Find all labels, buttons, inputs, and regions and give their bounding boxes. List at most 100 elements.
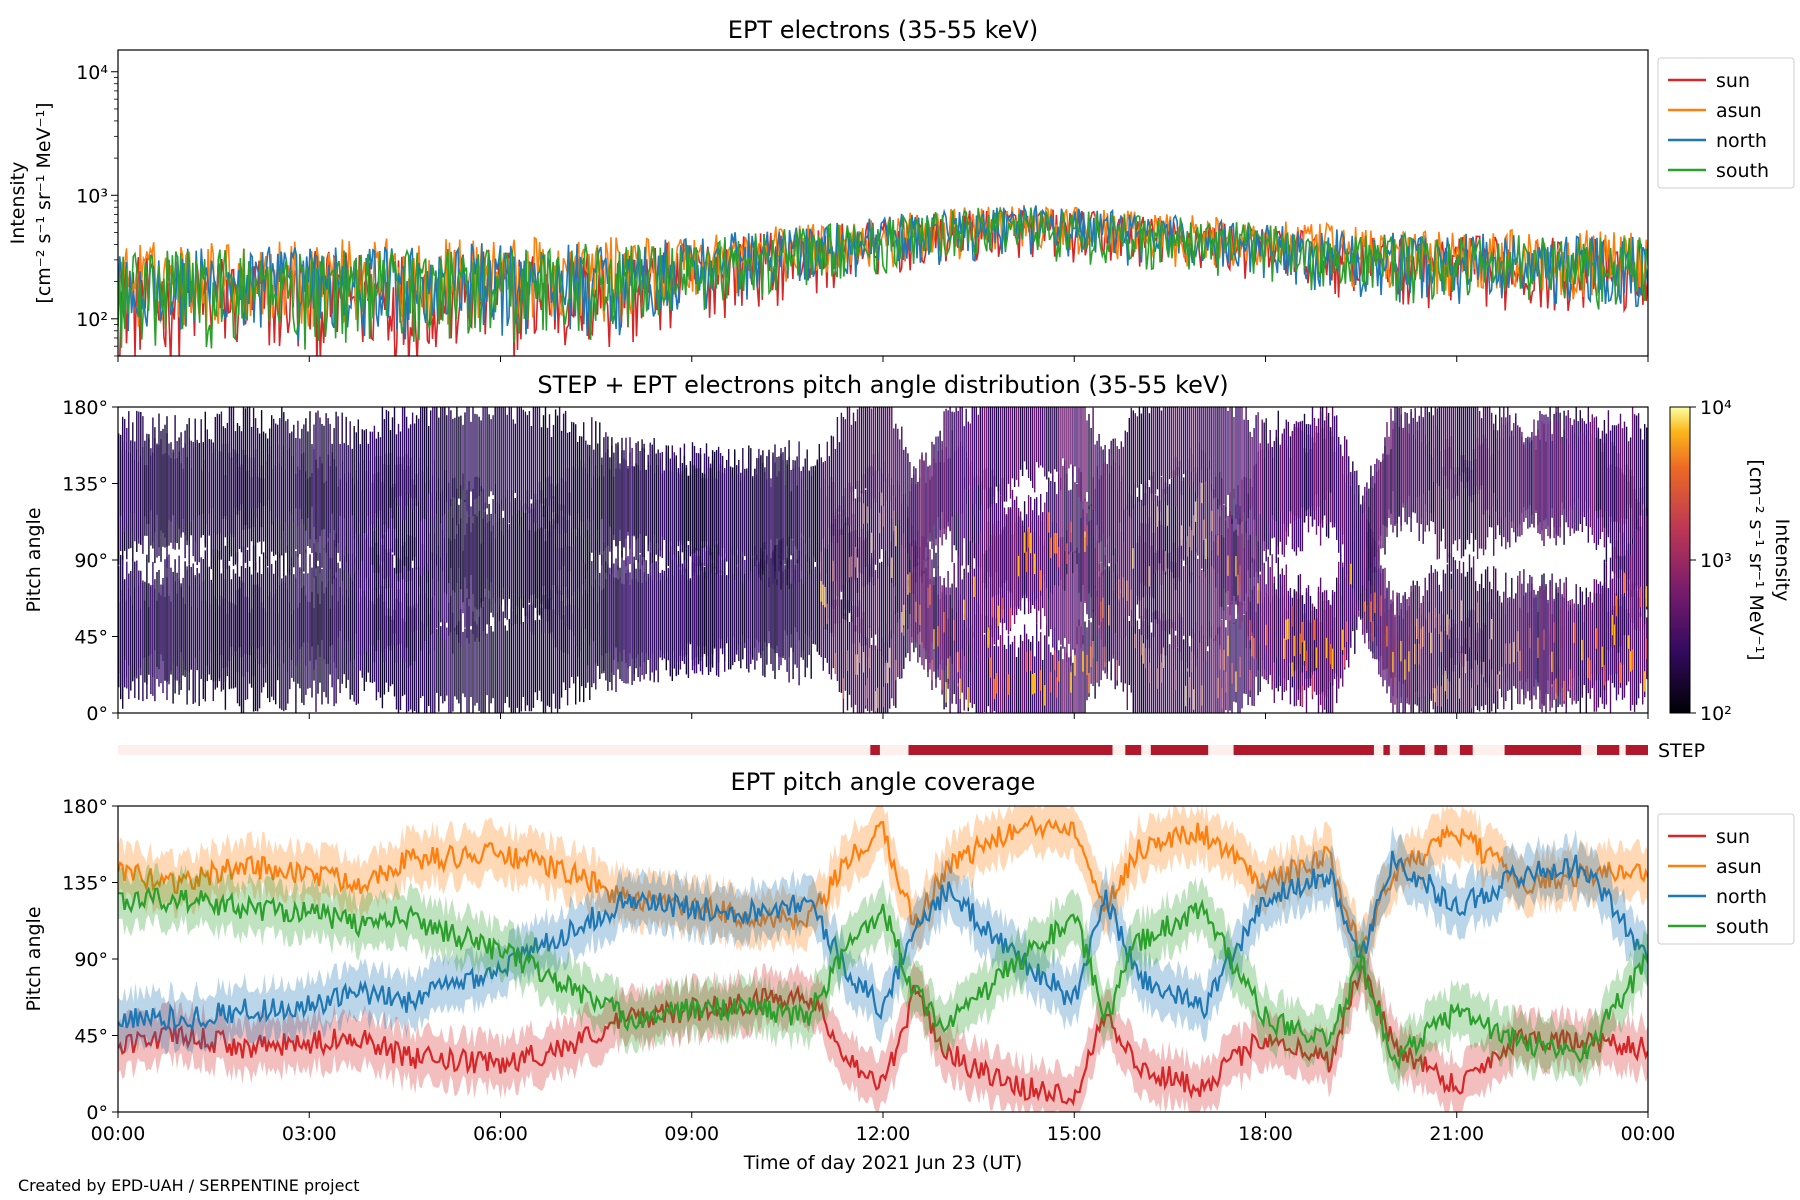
- heatmap-cell: [1154, 407, 1157, 495]
- heatmap-cell: [413, 484, 416, 557]
- heatmap-cell: [1424, 577, 1426, 696]
- heatmap-cell: [575, 536, 577, 647]
- heatmap-cell: [544, 592, 547, 713]
- heatmap-cell: [754, 545, 756, 670]
- heatmap-cell: [1011, 407, 1014, 479]
- heatmap-cell: [552, 609, 555, 694]
- heatmap-cell: [283, 554, 285, 664]
- heatmap-cell: [474, 621, 476, 706]
- heatmap-cell: [454, 417, 456, 499]
- heatmap-cell: [967, 421, 969, 490]
- heatmap-cell: [1249, 619, 1251, 641]
- heatmap-cell: [858, 497, 861, 573]
- heatmap-cell: [758, 563, 760, 653]
- heatmap-cell: [464, 535, 466, 628]
- heatmap-cell: [341, 549, 343, 649]
- heatmap-cell: [1317, 418, 1320, 507]
- heatmap-cell: [1537, 429, 1539, 534]
- heatmap-cell: [1384, 598, 1386, 670]
- heatmap-cell: [1072, 464, 1074, 574]
- heatmap-cell: [1462, 561, 1465, 667]
- heatmap-cell: [742, 448, 744, 584]
- heatmap-cell: [405, 416, 408, 506]
- heatmap-cell: [1025, 551, 1028, 573]
- coverage-line-asun: [118, 814, 1648, 959]
- heatmap-cell: [866, 502, 869, 524]
- heatmap-cell: [474, 413, 476, 500]
- coverage-plot-area: [118, 806, 1648, 1112]
- heatmap-cell: [1015, 522, 1018, 606]
- heatmap-cell: [540, 607, 543, 702]
- heatmap-cell: [1019, 511, 1022, 611]
- heatmap-cell: [403, 541, 406, 663]
- heatmap-cell: [482, 407, 484, 510]
- heatmap-cell: [868, 625, 871, 713]
- heatmap-cell: [762, 542, 764, 676]
- heatmap-cell: [627, 569, 629, 669]
- heatmap-cell: [858, 537, 861, 634]
- heatmap-cell: [1380, 565, 1382, 677]
- heatmap-cell: [566, 520, 569, 654]
- heatmap-cell: [1152, 472, 1155, 599]
- heatmap-cell: [613, 563, 615, 660]
- heatmap-cell: [609, 567, 611, 652]
- heatmap-cell: [1193, 515, 1195, 536]
- heatmap-cell: [967, 687, 969, 708]
- heatmap-cell: [293, 610, 295, 682]
- heatmap-cell: [1579, 431, 1581, 520]
- heatmap-cell: [1593, 593, 1595, 686]
- heatmap-cell: [595, 421, 597, 551]
- heatmap-cell: [780, 561, 782, 666]
- heatmap-cell: [1623, 475, 1626, 575]
- heatmap-cell: [1130, 495, 1132, 627]
- heatmap-cell: [1130, 407, 1132, 519]
- heatmap-cell: [130, 571, 132, 668]
- heatmap-cell: [752, 558, 754, 658]
- heatmap-cell: [1454, 560, 1457, 665]
- heatmap-cell: [128, 411, 130, 542]
- heatmap-cell: [536, 611, 539, 700]
- heatmap-cell: [271, 563, 273, 656]
- heatmap-cell: [178, 555, 180, 684]
- step-interval: [908, 745, 1113, 755]
- heatmap-cell: [891, 540, 893, 639]
- heatmap-cell: [897, 480, 899, 613]
- heatmap-cell: [818, 542, 820, 655]
- heatmap-cell: [1442, 569, 1445, 675]
- heatmap-cell: [1340, 450, 1342, 529]
- heatmap-cell: [375, 456, 378, 590]
- heatmap-cell: [943, 612, 945, 633]
- heatmap-cell: [1019, 407, 1022, 470]
- heatmap-cell: [1495, 414, 1497, 512]
- heatmap-cell: [158, 413, 160, 548]
- coverage-line-south: [118, 886, 1648, 1071]
- heatmap-cell: [752, 478, 754, 556]
- heatmap-cell: [1368, 523, 1370, 642]
- heatmap-cell: [1521, 610, 1523, 680]
- heatmap-cell: [1623, 596, 1626, 698]
- heatmap-cell: [1058, 474, 1060, 587]
- heatmap-cell: [1100, 601, 1102, 623]
- heatmap-cell: [1275, 437, 1277, 522]
- heatmap-cell: [456, 625, 458, 700]
- heatmap-cell: [349, 421, 351, 543]
- heatmap-cell: [1533, 435, 1535, 528]
- heatmap-cell: [1076, 626, 1078, 713]
- y-tick-label: 45°: [74, 627, 108, 649]
- heatmap-cell: [226, 560, 229, 667]
- heatmap-cell: [800, 479, 802, 571]
- heatmap-cell: [929, 584, 931, 605]
- heatmap-cell: [969, 464, 971, 562]
- heatmap-cell: [683, 560, 686, 664]
- heatmap-cell: [724, 557, 726, 661]
- heatmap-cell: [458, 416, 460, 499]
- heatmap-cell: [981, 407, 983, 505]
- heatmap-cell: [1372, 621, 1374, 642]
- heatmap-cell: [828, 456, 830, 529]
- heatmap-cell: [1164, 620, 1167, 713]
- heatmap-cell: [418, 566, 420, 630]
- heatmap-cell: [1382, 453, 1384, 548]
- heatmap-cell: [1092, 407, 1094, 537]
- heatmap-cell: [1090, 646, 1092, 667]
